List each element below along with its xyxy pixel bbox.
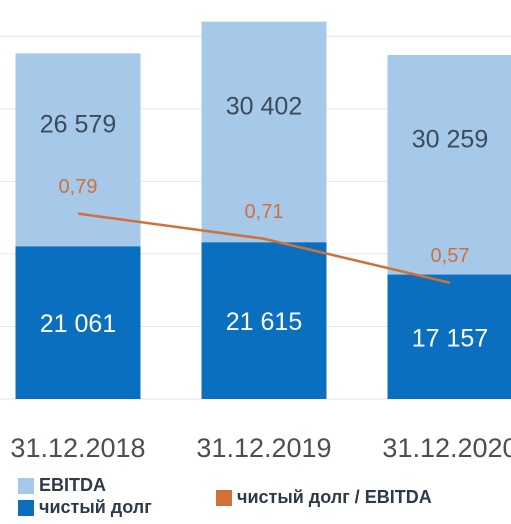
x-tick-label: 31.12.2018: [10, 433, 145, 463]
legend-swatch: [18, 500, 34, 516]
bar-segment: [15, 246, 141, 399]
legend-label: чистый долг / EBITDA: [237, 487, 432, 507]
legend-label: чистый долг: [39, 497, 152, 517]
bar-segment: [15, 53, 141, 247]
ratio-label: 0,71: [245, 201, 284, 223]
bar-segment: [387, 55, 511, 275]
value-label: 21 061: [40, 310, 116, 338]
bar-segment: [387, 274, 511, 399]
ratio-label: 0,57: [431, 245, 470, 267]
ratio-label: 0,79: [59, 176, 98, 198]
x-tick-label: 31.12.2020: [382, 433, 511, 463]
legend-swatch: [216, 490, 232, 506]
value-label: 26 579: [40, 110, 116, 138]
legend-label: EBITDA: [39, 475, 106, 495]
value-label: 30 402: [226, 93, 302, 121]
ratio-line: [77, 212, 451, 284]
bar-segment: [201, 242, 327, 399]
x-tick-label: 31.12.2019: [196, 433, 331, 463]
value-label: 17 157: [412, 324, 488, 352]
value-label: 21 615: [226, 308, 302, 336]
value-label: 30 259: [412, 125, 488, 153]
legend-swatch: [18, 478, 34, 494]
bar-segment: [201, 21, 327, 243]
